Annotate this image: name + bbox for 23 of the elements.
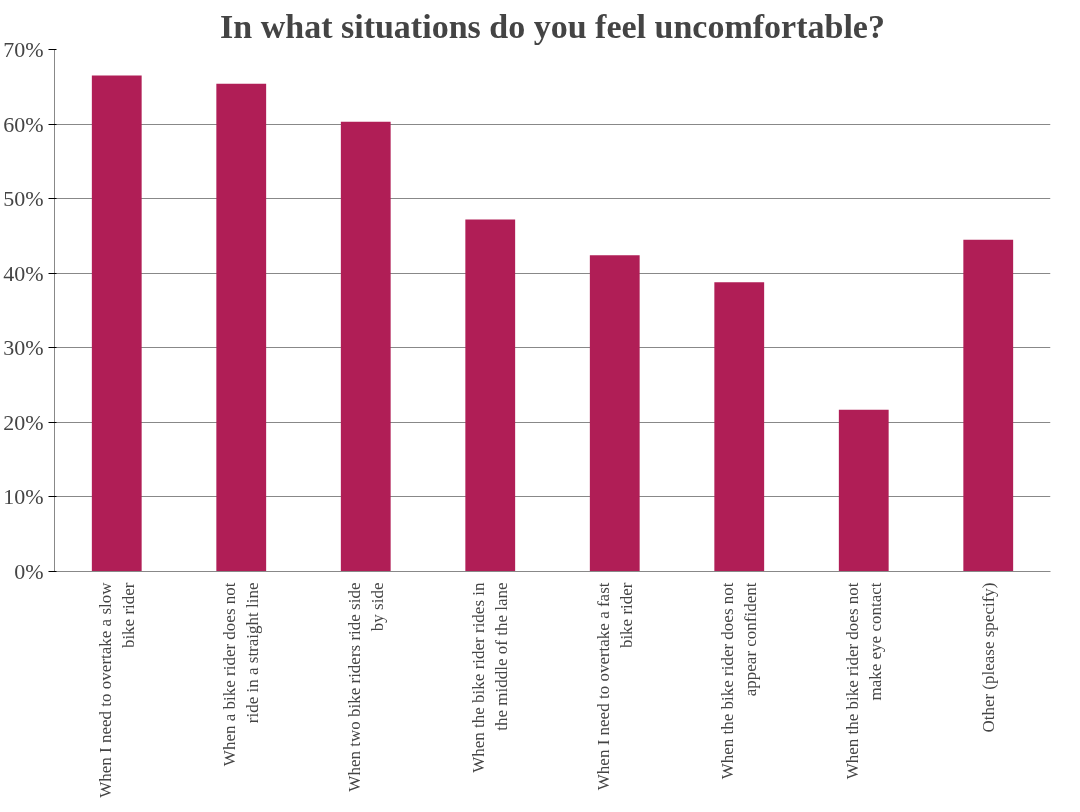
bar: [714, 282, 765, 572]
y-tick-label: 60%: [3, 111, 44, 137]
x-tick-label: When I need to overtake a slow bike rider: [95, 581, 138, 798]
bar: [465, 219, 516, 572]
bar: [340, 121, 391, 572]
bar: [216, 83, 267, 572]
y-tick-label: 30%: [3, 335, 44, 361]
x-tick-label: When I need to overtake a fast bike rider: [593, 582, 636, 791]
bar: [963, 239, 1014, 572]
bar: [91, 75, 142, 572]
bar: [838, 409, 889, 572]
x-tick-label: When a bike rider does not ride in a straight line: [220, 582, 263, 767]
y-tick-label: 70%: [3, 37, 44, 62]
y-tick-label: 0%: [14, 559, 44, 584]
chart-title: In what situations do you feel uncomfortable?: [220, 7, 885, 45]
x-tick-label: When two bike riders ride side by side: [344, 582, 387, 792]
x-tick-label: When the bike rider does not make eye contact: [842, 582, 885, 780]
y-tick-label: 20%: [3, 409, 44, 435]
y-tick-label: 50%: [3, 186, 44, 212]
x-tick-label: Other (please specify): [978, 582, 998, 733]
y-tick-label: 10%: [3, 484, 44, 510]
bar: [589, 255, 640, 572]
y-tick-label: 40%: [3, 260, 44, 286]
